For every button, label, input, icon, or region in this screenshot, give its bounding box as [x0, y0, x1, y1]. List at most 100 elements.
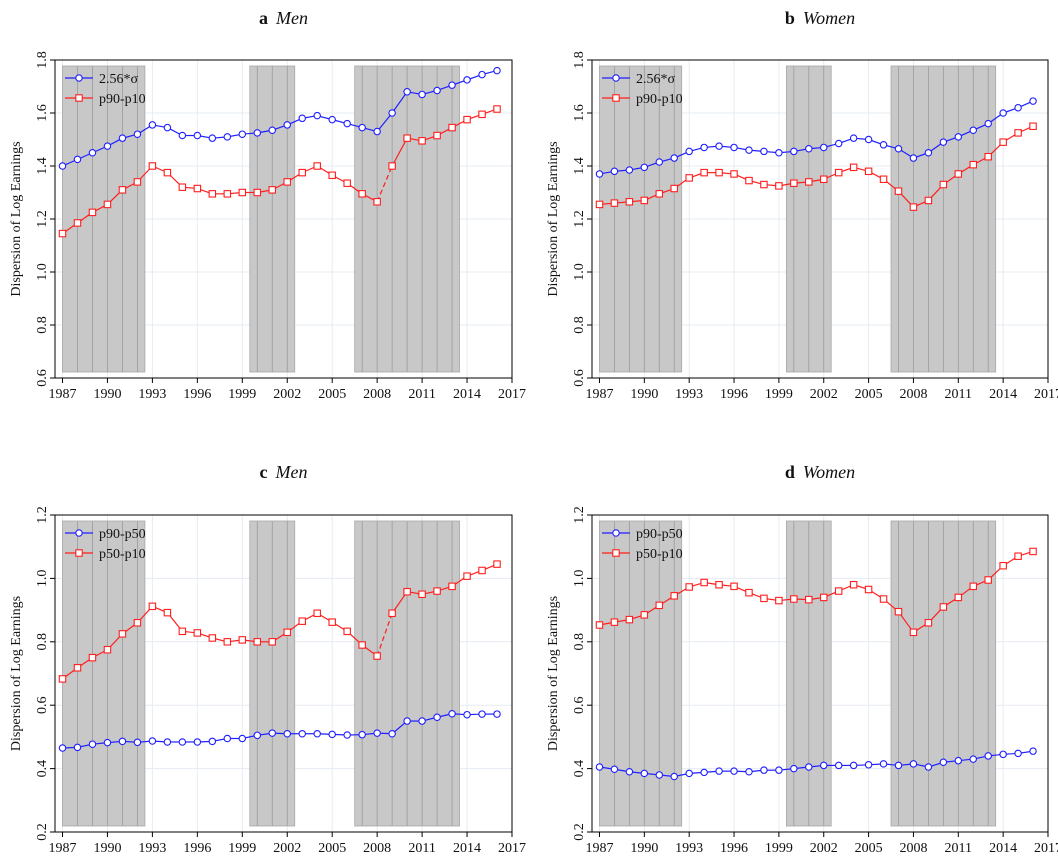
x-tick-label: 1996 [720, 387, 748, 402]
data-point [879, 760, 888, 768]
data-point [969, 126, 977, 134]
data-point [283, 628, 291, 637]
data-point [640, 196, 649, 205]
legend: p90-p50 p50-p10 [602, 527, 683, 562]
data-point [1029, 747, 1037, 755]
shaded-region [599, 521, 682, 826]
data-point [849, 163, 858, 172]
data-point [685, 174, 693, 182]
y-tick-label: 1.4 [572, 157, 587, 175]
series-line-segment [376, 165, 393, 203]
y-tick-label: 0.8 [35, 633, 50, 651]
panel-title: a Men [259, 8, 308, 28]
data-point [954, 593, 963, 602]
data-point [1014, 103, 1022, 112]
data-point [433, 86, 441, 95]
recession-shading [599, 65, 997, 373]
data-point [655, 158, 664, 166]
data-point [834, 761, 843, 770]
data-point [493, 105, 501, 113]
data-point [373, 127, 381, 136]
data-point [133, 738, 142, 747]
data-point [760, 766, 768, 774]
shaded-region-border [599, 520, 683, 827]
data-point [1014, 749, 1022, 758]
legend: 2.56*σ p90-p10 [602, 72, 683, 107]
data-point [745, 588, 753, 597]
x-tick-label: 2011 [945, 841, 972, 856]
data-point [819, 761, 828, 770]
data-point [223, 190, 232, 198]
data-point [58, 744, 67, 752]
data-point [715, 767, 723, 775]
panel-c: c Men 0.2 0.4 0.6 0.8 1.0 1.2 1987 1990 1993 1996 19… [9, 462, 526, 856]
legend-label: p90-p50 [636, 527, 683, 542]
data-point [670, 772, 678, 781]
y-tick-label: 0.6 [572, 696, 587, 714]
panel-title-text: Women [803, 462, 855, 482]
x-tick-label: 1993 [138, 387, 166, 402]
data-point [999, 561, 1007, 570]
data-point [819, 143, 828, 152]
data-point [939, 138, 948, 146]
data-point [595, 170, 604, 178]
data-point [670, 592, 678, 600]
data-point [1014, 552, 1022, 560]
x-tick-label: 1993 [138, 841, 166, 856]
data-point [879, 141, 888, 149]
data-point [58, 229, 67, 238]
panel-d: d Women 0.2 0.4 0.6 0.8 1.0 1.2 1987 1990 1993 1996… [546, 462, 1058, 856]
data-point [223, 734, 232, 743]
data-point [909, 203, 918, 211]
series-2 [58, 560, 501, 683]
data-point [849, 580, 858, 589]
x-tick-label: 1996 [183, 387, 211, 402]
data-point [343, 627, 351, 636]
data-point [283, 178, 291, 186]
x-tick-label: 1987 [48, 841, 76, 856]
data-point [283, 121, 291, 129]
data-point [625, 166, 634, 174]
data-point [864, 761, 873, 769]
panel-b: b Women 0.6 0.8 1.0 1.2 1.4 1.6 1.8 1987 1990 1993 1… [546, 8, 1058, 402]
data-point [178, 131, 187, 140]
data-point [909, 154, 918, 162]
panel-title-text: Men [275, 462, 308, 482]
data-point [298, 729, 306, 738]
x-tick-label: 2014 [989, 387, 1017, 402]
data-point [700, 768, 708, 777]
data-point [343, 179, 351, 187]
x-tick-label: 2017 [1034, 841, 1058, 856]
data-point [298, 168, 306, 177]
x-tick-label: 2014 [453, 387, 481, 402]
data-point [849, 761, 858, 770]
x-tick-label: 1987 [585, 387, 613, 402]
data-point [238, 130, 247, 138]
y-tick-label: 0.4 [35, 760, 50, 778]
x-tick-label: 2005 [855, 841, 883, 856]
data-point [103, 142, 112, 150]
data-point [103, 738, 112, 747]
data-point [715, 142, 723, 150]
x-tick-label: 1999 [228, 841, 256, 856]
y-axis-title: Dispersion of Log Earnings [546, 596, 561, 751]
y-tick-label: 1.2 [35, 210, 50, 228]
data-point [253, 188, 262, 197]
data-point [88, 740, 97, 748]
y-tick-label: 0.6 [35, 696, 50, 714]
data-point [700, 168, 708, 177]
data-point [448, 81, 456, 89]
data-point [403, 587, 411, 596]
data-point [88, 653, 97, 662]
series-1 [595, 747, 1037, 781]
data-point [760, 180, 768, 189]
data-point [715, 580, 723, 589]
shaded-region-border [354, 65, 460, 373]
legend-label: p90-p10 [636, 92, 683, 107]
data-point [864, 585, 873, 594]
data-point [403, 717, 411, 725]
data-point [969, 160, 977, 169]
data-point [73, 155, 82, 164]
y-tick-label: 1.0 [35, 263, 50, 281]
data-point [478, 566, 486, 575]
